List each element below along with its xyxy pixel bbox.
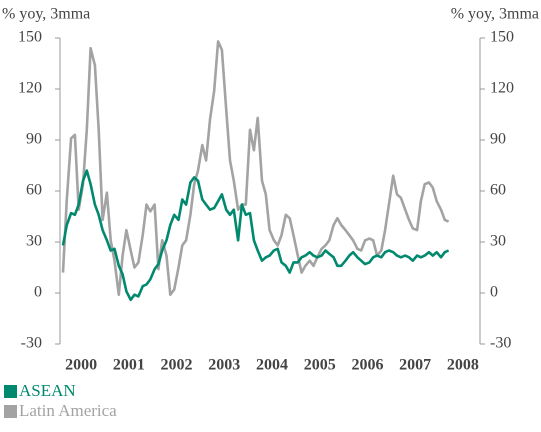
y2-tick-label: 30 xyxy=(490,233,506,250)
y-axis-title: % yoy, 3mma xyxy=(2,6,90,23)
legend-label: Latin America xyxy=(19,401,117,420)
x-tick-label: 2000 xyxy=(65,357,97,374)
x-tick-label: 2003 xyxy=(208,357,240,374)
y2-tick-label: 90 xyxy=(490,131,506,148)
x-tick-label: 2007 xyxy=(399,357,431,374)
y-tick-label: 30 xyxy=(26,233,42,250)
x-tick-label: 2004 xyxy=(256,357,288,374)
y2-tick-label: 60 xyxy=(490,182,506,199)
legend-label: ASEAN xyxy=(19,381,76,400)
y-tick-label: 0 xyxy=(34,284,42,301)
y-tick-label: -30 xyxy=(21,335,42,352)
y2-tick-label: 150 xyxy=(490,29,514,46)
y-tick-label: 150 xyxy=(18,29,42,46)
x-tick-label: 2001 xyxy=(113,357,145,374)
x-tick-label: 2005 xyxy=(304,357,336,374)
y2-tick-label: 0 xyxy=(490,284,498,301)
legend-swatch xyxy=(4,405,17,418)
y2-tick-label: -30 xyxy=(490,335,511,352)
y2-tick-label: 120 xyxy=(490,80,514,97)
y-tick-label: 90 xyxy=(26,131,42,148)
x-tick-label: 2006 xyxy=(351,357,383,374)
legend-swatch xyxy=(4,385,17,398)
x-tick-label: 2002 xyxy=(161,357,193,374)
y2-axis-title: % yoy, 3mma xyxy=(451,6,539,23)
series-line xyxy=(61,40,450,296)
y-tick-label: 60 xyxy=(26,182,42,199)
series-line xyxy=(61,169,450,302)
y-tick-label: 120 xyxy=(18,80,42,97)
x-tick-label: 2008 xyxy=(447,357,479,374)
